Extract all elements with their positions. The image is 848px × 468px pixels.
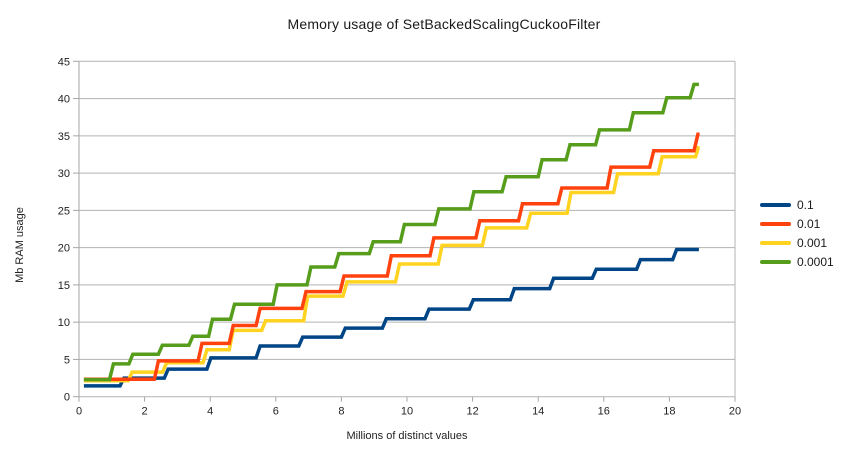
y-tick-label-30: 30	[58, 168, 70, 180]
y-tick-label-25: 25	[58, 205, 70, 217]
legend-label: 0.0001	[797, 254, 834, 269]
legend-item-0.001: 0.001	[760, 233, 834, 252]
y-tick-label-45: 45	[58, 56, 70, 68]
legend-swatch-0.01	[760, 221, 791, 226]
legend-swatch-0.001	[760, 240, 791, 245]
x-tick-label-16: 16	[598, 406, 610, 418]
legend-label: 0.01	[797, 216, 821, 231]
x-tick-label-8: 8	[338, 406, 344, 418]
series-line-0.01	[83, 132, 700, 381]
x-tick-label-20: 20	[729, 406, 741, 418]
chart-title: Memory usage of SetBackedScalingCuckooFi…	[287, 16, 601, 32]
legend-item-0.0001: 0.0001	[760, 252, 834, 271]
legend-label: 0.001	[797, 235, 828, 250]
y-axis-title: Mb RAM usage	[14, 207, 26, 283]
y-tick-label-40: 40	[58, 94, 70, 106]
y-tick-label-35: 35	[58, 131, 70, 143]
x-axis-title: Millions of distinct values	[346, 430, 468, 442]
x-tick-label-10: 10	[401, 406, 413, 418]
y-tick-label-20: 20	[58, 243, 70, 255]
x-tick-label-6: 6	[273, 406, 279, 418]
y-tick-label-5: 5	[64, 354, 70, 366]
x-tick-label-0: 0	[76, 406, 82, 418]
series-line-0.0001	[83, 82, 699, 382]
y-tick-label-10: 10	[58, 317, 70, 329]
legend-item-0.01: 0.01	[760, 214, 834, 233]
x-tick-label-18: 18	[663, 406, 675, 418]
legend-swatch-0.0001	[760, 259, 791, 264]
x-tick-label-4: 4	[207, 406, 213, 418]
series-line-0.1	[83, 247, 699, 388]
y-tick-label-0: 0	[64, 392, 70, 404]
legend: 0.1 0.01 0.001 0.0001	[760, 195, 834, 271]
y-tick-label-15: 15	[58, 280, 70, 292]
x-tick-label-14: 14	[532, 406, 544, 418]
legend-swatch-0.1	[760, 202, 791, 207]
x-tick-label-2: 2	[142, 406, 148, 418]
series-line-0.001	[83, 146, 700, 383]
legend-label: 0.1	[797, 197, 814, 212]
x-tick-label-12: 12	[466, 406, 478, 418]
legend-item-0.1: 0.1	[760, 195, 834, 214]
